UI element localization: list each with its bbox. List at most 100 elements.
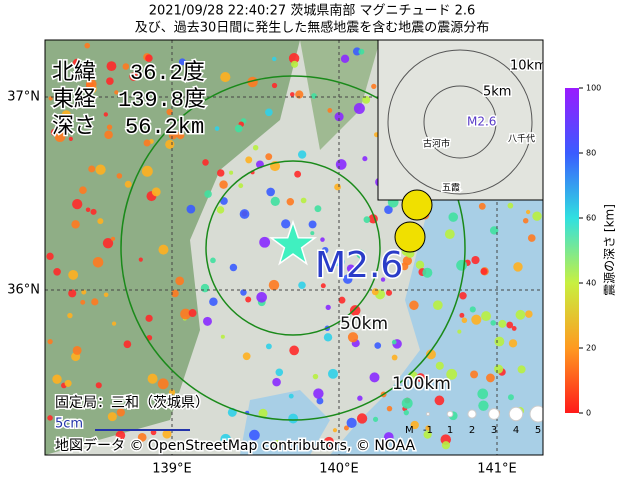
depth-value: 56.2km bbox=[125, 115, 204, 140]
quake-dot bbox=[68, 136, 73, 141]
inset-label: M2.6 bbox=[467, 115, 496, 129]
quake-dot bbox=[371, 288, 379, 296]
quake-dot bbox=[234, 124, 243, 133]
quake-dot bbox=[114, 90, 119, 95]
lat-tick-label: 37°N bbox=[7, 90, 40, 105]
legend-dot bbox=[508, 406, 524, 422]
quake-dot bbox=[275, 368, 284, 377]
quake-dot bbox=[494, 364, 504, 374]
quake-dot bbox=[290, 92, 295, 97]
depth-label: 深さ bbox=[52, 114, 96, 140]
quake-dot bbox=[409, 300, 419, 311]
lon-tick-label: 140°E bbox=[319, 462, 359, 477]
quake-dot bbox=[470, 370, 479, 379]
quake-dot bbox=[95, 164, 106, 175]
quake-dot bbox=[106, 124, 113, 130]
colorbar-label: 震源の深さ [km] bbox=[603, 204, 617, 296]
quake-dot bbox=[97, 218, 104, 225]
quake-dot bbox=[79, 186, 87, 195]
lat-label: 北緯 bbox=[52, 60, 96, 86]
quake-dot bbox=[259, 236, 271, 248]
quake-dot bbox=[400, 262, 409, 271]
quake-dot bbox=[245, 156, 253, 164]
quake-dot bbox=[490, 320, 497, 326]
quake-dot bbox=[507, 394, 514, 401]
quake-dot bbox=[165, 139, 175, 150]
quake-dot bbox=[316, 397, 324, 405]
inset-ring-label: 10km bbox=[510, 59, 547, 74]
quake-dot bbox=[416, 373, 426, 383]
quake-dot bbox=[457, 329, 462, 334]
quake-dot bbox=[321, 246, 329, 254]
quake-dot bbox=[511, 326, 517, 331]
scale-label: 5cm bbox=[55, 417, 83, 432]
quake-dot bbox=[138, 257, 143, 262]
quake-dot bbox=[107, 412, 117, 422]
colorbar-tick-label: 20 bbox=[586, 344, 596, 353]
magnitude-legend: M -1 1 2 3 4 5 bbox=[405, 405, 543, 436]
quake-dot bbox=[356, 272, 361, 277]
quake-dot bbox=[229, 170, 234, 175]
quake-dot bbox=[371, 83, 377, 90]
quake-dot bbox=[323, 333, 333, 342]
mountains bbox=[300, 40, 380, 150]
quake-dot bbox=[171, 289, 179, 298]
quake-dot bbox=[478, 400, 489, 411]
quake-dot bbox=[391, 354, 398, 361]
quake-dot bbox=[106, 77, 114, 85]
quake-dot bbox=[245, 296, 252, 303]
quake-dot bbox=[338, 296, 346, 304]
nuclear-icon bbox=[394, 221, 426, 253]
quake-dot bbox=[71, 220, 80, 229]
quake-dot bbox=[265, 343, 272, 350]
quake-dot bbox=[47, 339, 53, 345]
quake-dot bbox=[356, 413, 368, 424]
quake-dot bbox=[240, 289, 247, 296]
inset-place: 五霞 bbox=[442, 183, 460, 194]
quake-dot bbox=[81, 289, 87, 295]
quake-dot bbox=[214, 126, 220, 131]
quake-dot bbox=[103, 112, 109, 117]
quake-dot bbox=[349, 305, 361, 316]
quake-dot bbox=[358, 48, 365, 55]
quake-dot bbox=[270, 196, 280, 206]
quake-dot bbox=[72, 345, 82, 355]
quake-dot bbox=[446, 368, 458, 380]
quake-dot bbox=[362, 156, 368, 162]
quake-dot bbox=[141, 165, 153, 177]
sea bbox=[330, 190, 543, 455]
quake-dot bbox=[168, 131, 178, 140]
quake-dot bbox=[80, 299, 86, 305]
quake-dot bbox=[383, 432, 394, 442]
quake-dot bbox=[88, 165, 96, 173]
quake-dot bbox=[288, 53, 300, 64]
quake-dot bbox=[86, 78, 97, 90]
map: M2.6 50km 100km 北緯 36.2度 東経 139.8度 深さ 56… bbox=[45, 40, 547, 455]
quake-dot bbox=[441, 441, 451, 450]
quake-dot bbox=[362, 95, 371, 104]
lon-label: 東経 bbox=[52, 87, 96, 113]
quake-dot bbox=[265, 153, 273, 161]
quake-dot bbox=[216, 206, 225, 214]
quake-dot bbox=[372, 416, 379, 422]
quake-dot bbox=[294, 170, 302, 178]
quake-dot bbox=[335, 159, 347, 170]
quake-dot bbox=[346, 264, 355, 273]
quake-dot bbox=[175, 276, 185, 286]
quake-dot bbox=[220, 334, 225, 339]
quake-dot bbox=[391, 339, 397, 345]
quake-dot bbox=[204, 190, 212, 198]
quake-dot bbox=[209, 297, 218, 307]
quake-dot bbox=[310, 231, 315, 236]
quake-dot bbox=[435, 361, 444, 370]
quake-dot bbox=[111, 321, 117, 326]
quake-dot bbox=[374, 342, 382, 349]
ring-100km bbox=[120, 75, 466, 421]
quake-dot bbox=[334, 112, 344, 122]
colorbar-tick-label: 60 bbox=[586, 214, 596, 223]
quake-dot bbox=[122, 63, 130, 70]
quake-dot bbox=[151, 187, 161, 197]
quake-dot bbox=[266, 187, 275, 197]
quake-dot bbox=[527, 234, 536, 242]
